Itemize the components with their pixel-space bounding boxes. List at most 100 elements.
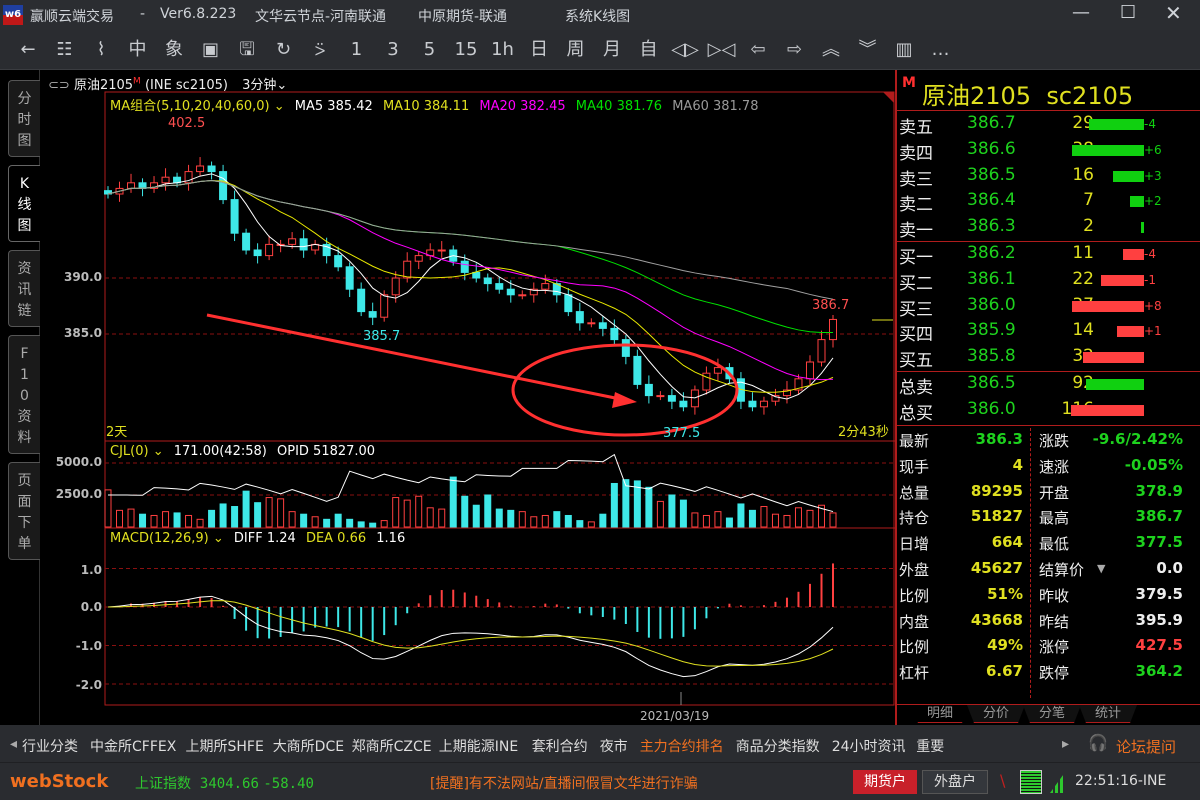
toolbar-button[interactable]: 自 (639, 39, 658, 60)
ask-level-row[interactable]: 卖二 386.4 7 +2 (899, 190, 1199, 216)
volume-bar (162, 511, 170, 528)
toolbar-button[interactable]: ︽ (822, 39, 840, 60)
ask-level-row[interactable]: 卖五 386.7 29 -4 (899, 113, 1199, 139)
vol-indicator-select[interactable]: CJL(0) ⌄ (110, 444, 164, 459)
quote-tab-label: 分价 (982, 706, 1009, 721)
close-button[interactable]: ✕ (1165, 1, 1182, 25)
bottom-tab[interactable]: 主力合约排名 (639, 736, 724, 765)
bottom-tab[interactable]: 大商所DCE (272, 739, 345, 755)
bottom-tab[interactable]: 夜市 (599, 739, 628, 755)
macd-tick: 1.0 (80, 563, 102, 577)
left-tab[interactable]: 页面下单 (8, 462, 40, 560)
stat-value: -9.6/2.42% (1092, 430, 1183, 448)
ma5-value: MA5 385.42 (294, 99, 373, 114)
toolbar-button[interactable]: ▣ (201, 39, 219, 60)
level-delta: -4 (1144, 247, 1156, 261)
toolbar-button[interactable]: ⌇ (96, 39, 106, 60)
toolbar-button[interactable]: 3 (387, 39, 399, 60)
open-interest-line (107, 453, 834, 513)
toolbar-button[interactable]: ↻ (275, 39, 292, 60)
toolbar-button[interactable]: ︾ (858, 39, 877, 60)
fraud-notice[interactable]: [提醒]有不法网站/直播间假冒文华进行诈骗 (430, 776, 698, 792)
toolbar-button[interactable]: ⇦ (750, 39, 766, 60)
toolbar-button[interactable]: ⇨ (786, 39, 803, 60)
toolbar-button[interactable]: 1 (350, 39, 363, 60)
bottom-tab[interactable]: 上期能源INE (438, 739, 519, 755)
quote-tab[interactable]: 分笔 (1023, 705, 1081, 723)
bottom-tab[interactable]: 行业分类 (22, 739, 78, 755)
left-tab[interactable]: K线图 (8, 165, 40, 242)
toolbar-button[interactable]: 日 (530, 39, 548, 60)
bid-level-row[interactable]: 买一 386.2 11 -4 (899, 243, 1199, 269)
quote-tab[interactable]: 分价 (967, 705, 1025, 723)
scroll-left-icon[interactable]: ◂ (10, 736, 18, 752)
quote-tab[interactable]: 统计 (1079, 705, 1137, 723)
left-tab[interactable]: 资讯链 (8, 250, 40, 327)
bottom-tab[interactable]: 郑商所CZCE (351, 739, 432, 755)
toolbar-button[interactable]: ← (20, 39, 36, 60)
stat-label: 比例 (899, 586, 930, 605)
view-name: 系统K线图 (565, 9, 631, 25)
toolbar-button[interactable]: ☷ (56, 39, 73, 60)
bottom-tab[interactable]: 商品分类指数 (735, 739, 820, 755)
bottom-tab[interactable]: 24小时资讯 (831, 739, 906, 755)
toolbar-button[interactable]: 月 (603, 39, 621, 60)
left-tab[interactable]: 分时图 (8, 80, 40, 157)
quote-tab[interactable]: 明细 (911, 705, 969, 723)
period-select[interactable]: 3分钟⌄ (242, 78, 287, 93)
toolbar-button[interactable]: ▷◁ (707, 39, 736, 60)
volume-bar (1141, 222, 1144, 234)
left-tab[interactable]: F10资料 (8, 335, 40, 454)
stat-value: 386.3 (975, 430, 1023, 448)
foreign-account-button[interactable]: 外盘户 (922, 770, 988, 794)
candle-body (265, 243, 274, 257)
scroll-right-icon[interactable]: ▸ (1062, 736, 1070, 752)
vol-value: 171.00(42:58) (173, 444, 267, 459)
bid-level-row[interactable]: 买二 386.1 22 -1 (899, 269, 1199, 295)
toolbar-button[interactable]: … (931, 39, 950, 60)
toolbar-button[interactable]: 15 (454, 39, 478, 60)
level-label: 买一 (899, 248, 933, 268)
bottom-tab[interactable]: 上期所SHFE (185, 739, 264, 755)
stat-row: 昨收 379.5 (1039, 585, 1189, 611)
toolbar-button[interactable]: 5 (423, 39, 436, 60)
volume-bar (380, 520, 388, 528)
candle-body (391, 277, 400, 296)
toolbar-button[interactable]: ◁▷ (671, 39, 699, 60)
candle-body (368, 311, 377, 318)
link-icon[interactable]: ⊂⊃ (48, 78, 70, 93)
toolbar-button[interactable]: 🖫 (239, 39, 255, 60)
volume-bar (323, 518, 331, 528)
ask-level-row[interactable]: 卖一 386.3 2 (899, 216, 1199, 242)
dropdown-icon[interactable]: ▼ (1097, 562, 1106, 575)
toolbar-button[interactable]: 1h (491, 39, 514, 60)
toolbar-button[interactable]: 象 (165, 39, 183, 60)
toolbar-button[interactable]: 中 (128, 39, 147, 60)
candle-body (161, 176, 170, 184)
forum-link[interactable]: 论坛提问 (1116, 738, 1177, 756)
date-axis-label: 2021/03/19 (640, 709, 710, 723)
stat-value: 379.5 (1135, 584, 1183, 603)
chart-header: ⊂⊃ 原油2105M (INE sc2105) 3分钟⌄ (48, 74, 287, 93)
bottom-tab[interactable]: 套利合约 (531, 739, 588, 755)
toolbar-button[interactable]: 周 (566, 39, 585, 60)
ask-level-row[interactable]: 卖三 386.5 16 +3 (899, 165, 1199, 191)
ma-combo-select[interactable]: MA组合(5,10,20,40,60,0) ⌄ (110, 99, 285, 114)
bottom-tab[interactable]: 重要 (916, 739, 945, 755)
futures-account-button[interactable]: 期货户 (853, 770, 917, 794)
toolbar-button[interactable]: ⍩ (314, 39, 326, 60)
toolbar-button[interactable]: ▥ (895, 39, 913, 60)
minimize-button[interactable]: — (1072, 2, 1090, 23)
volume-bar (150, 514, 158, 528)
index-ticker[interactable]: 上证指数 3404.66 -58.40 (135, 773, 314, 793)
server-status-icon[interactable] (1020, 770, 1042, 794)
bottom-tab[interactable]: 中金所CFFEX (90, 739, 177, 755)
macd-indicator-select[interactable]: MACD(12,26,9) ⌄ (110, 531, 224, 546)
maximize-button[interactable]: ☐ (1120, 2, 1137, 23)
kline-chart[interactable]: ⊂⊃ 原油2105M (INE sc2105) 3分钟⌄ MA组合(5,10,2… (40, 70, 895, 725)
vol-indicator-label: CJL(0) (110, 444, 149, 459)
bid-level-row[interactable]: 买四 385.9 14 +1 (899, 320, 1199, 346)
